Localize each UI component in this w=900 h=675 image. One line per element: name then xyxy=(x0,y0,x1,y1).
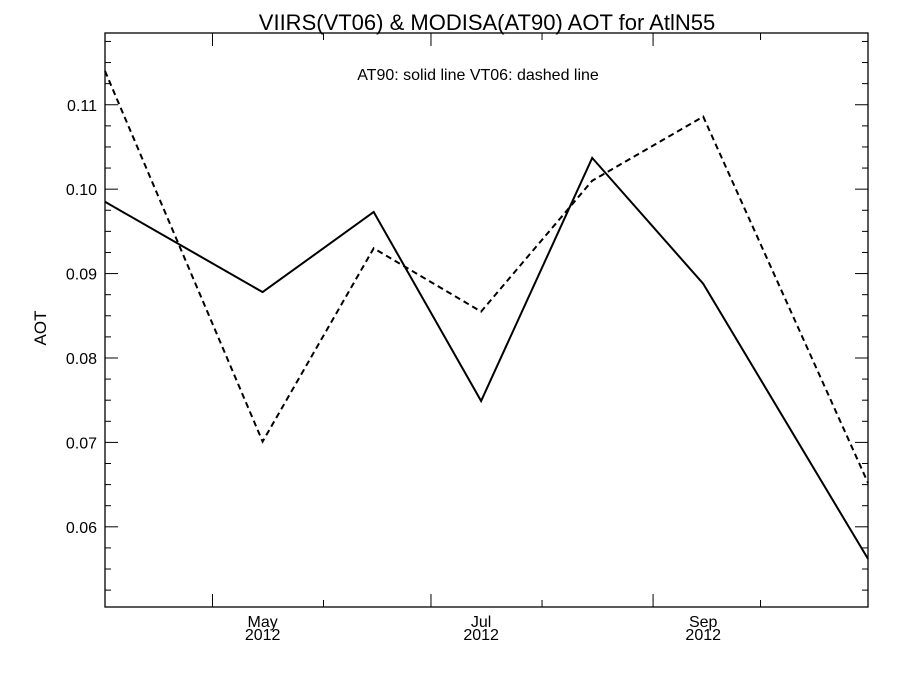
series-layer xyxy=(104,70,869,560)
line-style-note: AT90: solid line VT06: dashed line xyxy=(357,67,599,84)
x-tick-label-year: 2012 xyxy=(685,627,721,644)
x-tick-label-year: 2012 xyxy=(245,627,281,644)
y-tick-label: 0.09 xyxy=(66,267,97,284)
series-line-vt06 xyxy=(104,70,869,484)
plot-frame xyxy=(104,32,869,608)
y-tick-label: 0.06 xyxy=(66,520,97,537)
chart-title: VIIRS(VT06) & MODISA(AT90) AOT for AtlN5… xyxy=(259,10,715,35)
y-tick-label: 0.10 xyxy=(66,182,97,199)
series-line-at90 xyxy=(104,156,869,560)
y-tick-label: 0.07 xyxy=(66,435,97,452)
x-tick-label-month: Sep xyxy=(689,614,718,631)
y-tick-label: 0.11 xyxy=(67,98,97,115)
y-axis-label: AOT xyxy=(31,311,50,346)
x-tick-label-month: Jul xyxy=(471,614,491,631)
x-tick-label-month: May xyxy=(247,614,277,631)
x-tick-label-year: 2012 xyxy=(463,627,499,644)
y-tick-label: 0.08 xyxy=(66,351,97,368)
y-ticks: 0.06 0.07 0.08 0.09 0.10 0.11 xyxy=(66,40,868,591)
